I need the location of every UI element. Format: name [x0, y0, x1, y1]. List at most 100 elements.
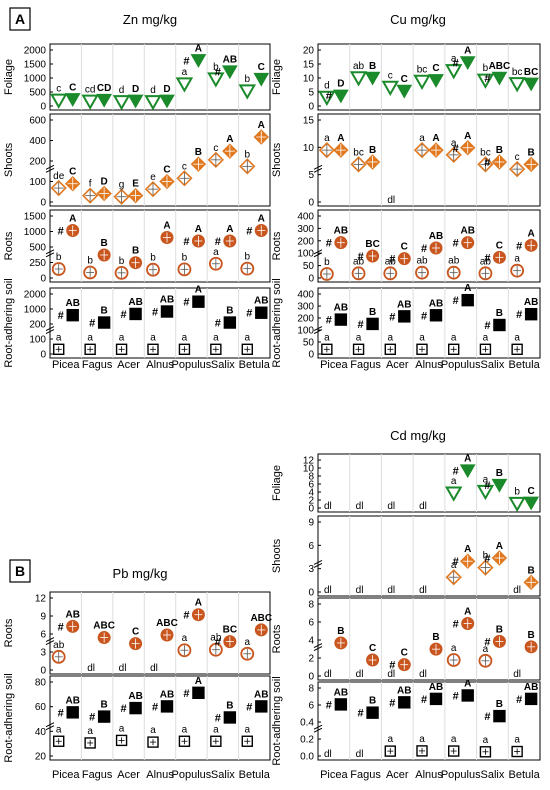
y-tick-label: 9	[308, 518, 314, 529]
marker-filled	[127, 94, 144, 109]
letter-open: a	[119, 332, 125, 343]
hash-mark: #	[58, 621, 64, 633]
letter-open: a	[182, 332, 188, 343]
letter-open: a	[87, 332, 93, 343]
hash-mark: #	[89, 712, 95, 724]
category-label: Betula	[239, 769, 271, 781]
letter-filled: C	[528, 486, 535, 497]
marker-filled	[493, 709, 506, 723]
letter-open: ab	[353, 256, 365, 267]
hash-mark: #	[484, 157, 490, 169]
y-tick-label: 6	[308, 701, 314, 712]
letter-filled: A	[195, 676, 202, 687]
hash-mark: #	[152, 701, 158, 713]
hash-mark: #	[421, 310, 427, 322]
letter-open: b	[213, 62, 219, 73]
letter-filled: B	[496, 624, 503, 635]
dl-label: dl	[150, 663, 158, 674]
letter-open: a	[419, 133, 425, 144]
y-tick-label: 100	[29, 177, 46, 188]
letter-open: ab	[448, 256, 460, 267]
marker-filled	[524, 308, 538, 321]
letter-open: b	[150, 253, 156, 264]
y-tick-label: 10	[303, 464, 315, 475]
letter-open: ab	[480, 256, 492, 267]
plot-frame	[317, 597, 541, 681]
letter-filled: A	[464, 283, 471, 294]
letter-filled: AB	[524, 682, 538, 693]
hash-mark: #	[421, 694, 427, 706]
category-label: Picea	[320, 769, 348, 781]
letter-filled: AB	[160, 295, 174, 306]
hash-mark: #	[389, 254, 395, 266]
letter-open: a	[514, 332, 520, 343]
hash-mark: #	[152, 307, 158, 319]
letter-open: b	[245, 149, 251, 160]
y-tick-label: 0	[40, 666, 46, 677]
letter-filled: B	[496, 699, 503, 710]
y-tick-label: 400	[297, 290, 314, 301]
letter-filled: AB	[254, 296, 268, 307]
hash-mark: #	[326, 699, 332, 711]
letter-open: bc	[417, 64, 428, 75]
dl-label: dl	[324, 749, 332, 760]
dl-label: dl	[419, 669, 427, 680]
letter-open: a	[87, 726, 93, 737]
letter-open: a	[182, 633, 188, 644]
y-tick-label: 0	[308, 102, 314, 113]
marker-filled	[461, 293, 474, 307]
letter-open: b	[182, 252, 188, 263]
chart-title: Zn mg/kg	[123, 12, 177, 27]
letter-open: ab	[385, 256, 397, 267]
y-tick-label: 80	[35, 678, 47, 689]
panel-letter-box	[9, 7, 31, 31]
letter-filled: AB	[65, 298, 79, 309]
category-label: Acer	[117, 359, 140, 371]
dl-label: dl	[119, 663, 127, 674]
marker-filled	[160, 305, 174, 318]
y-tick-label: 5	[308, 88, 314, 99]
y-tick-label: 1000	[24, 227, 47, 238]
letter-open: e	[150, 172, 156, 183]
letter-open: a	[119, 723, 125, 734]
letter-open: a	[419, 734, 425, 745]
marker-open	[476, 484, 495, 501]
letter-filled: AB	[429, 682, 443, 693]
letter-filled: C	[401, 74, 408, 85]
letter-open: a	[245, 332, 251, 343]
category-label: Populus	[441, 359, 481, 371]
letter-filled: AB	[128, 297, 142, 308]
letter-open: f	[89, 179, 92, 190]
letter-filled: ABC	[93, 621, 115, 632]
letter-filled: A	[464, 678, 471, 689]
hash-mark: #	[516, 240, 522, 252]
hash-mark: #	[121, 309, 127, 321]
letter-filled: A	[528, 228, 535, 239]
hash-mark: #	[484, 711, 490, 723]
category-label: Alnus	[415, 769, 443, 781]
y-tick-label: 50	[303, 261, 315, 272]
plot-frame	[49, 209, 271, 283]
y-tick-label: 1500	[24, 60, 47, 71]
marker-filled	[493, 318, 506, 332]
letter-filled: B	[528, 147, 535, 158]
marker-open	[349, 71, 368, 87]
letter-filled: C	[401, 242, 408, 253]
letter-filled: B	[226, 700, 233, 711]
y-tick-label: 600	[29, 116, 46, 127]
letter-open: a	[213, 332, 219, 343]
y-tick-label: 0.2	[300, 735, 314, 746]
y-tick-label: 0	[308, 672, 314, 683]
plot-frame	[317, 113, 541, 207]
y-axis-label: Roots	[3, 231, 15, 260]
letter-filled: ABC	[156, 618, 178, 629]
category-label: Acer	[386, 769, 409, 781]
letter-open: a	[56, 332, 62, 343]
y-axis-label: Root-adhering soil	[271, 278, 283, 367]
letter-filled: B	[369, 145, 376, 156]
letter-filled: A	[464, 45, 471, 56]
hash-mark: #	[215, 318, 221, 330]
marker-filled	[192, 295, 205, 308]
